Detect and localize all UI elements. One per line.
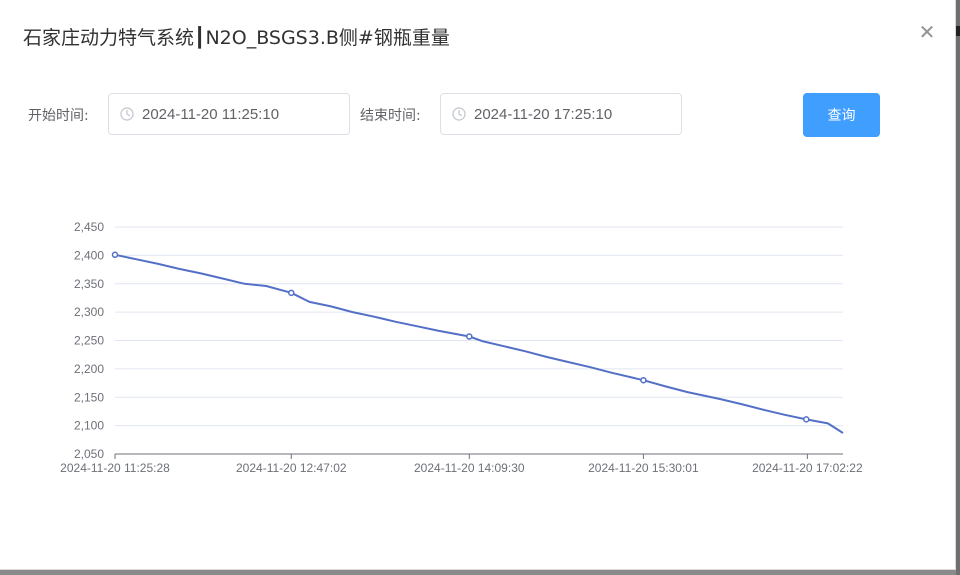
start-time-picker[interactable]: 2024-11-20 11:25:10 (108, 93, 350, 135)
y-tick-label: 2,150 (74, 390, 104, 404)
y-tick-label: 2,350 (74, 277, 104, 291)
y-tick-label: 2,450 (74, 220, 104, 234)
y-tick-label: 2,100 (74, 419, 104, 433)
end-time-label: 结束时间: (360, 108, 421, 124)
clock-icon (120, 107, 134, 121)
start-time-value: 2024-11-20 11:25:10 (142, 105, 280, 123)
close-icon[interactable]: ✕ (918, 20, 936, 44)
window-edge (956, 0, 960, 575)
y-tick-label: 2,400 (74, 248, 104, 262)
x-tick-label: 2024-11-20 14:09:30 (414, 461, 525, 475)
y-tick-label: 2,200 (74, 362, 104, 376)
data-point (803, 416, 810, 423)
data-point (640, 376, 647, 384)
data-point (466, 333, 473, 340)
dialog-title: 石家庄动力特气系统┃N2O_BSGS3.B侧#钢瓶重量 (23, 27, 450, 49)
data-point (111, 251, 119, 259)
edge-mark (956, 26, 960, 36)
query-button[interactable]: 查询 (803, 93, 880, 137)
x-tick-label: 2024-11-20 12:47:02 (236, 461, 347, 475)
y-tick-label: 2,250 (74, 334, 104, 348)
y-tick-label: 2,050 (74, 447, 104, 461)
data-point (288, 289, 295, 297)
x-tick-label: 2024-11-20 15:30:01 (588, 461, 699, 475)
x-tick-label: 2024-11-20 11:25:28 (60, 461, 170, 475)
y-tick-label: 2,300 (74, 305, 104, 319)
end-time-value: 2024-11-20 17:25:10 (474, 105, 613, 123)
end-time-picker[interactable]: 2024-11-20 17:25:10 (440, 93, 682, 135)
clock-icon (452, 107, 466, 121)
start-time-label: 开始时间: (28, 108, 89, 124)
x-tick-label: 2024-11-20 17:02:22 (752, 461, 863, 475)
series-line (114, 253, 844, 434)
